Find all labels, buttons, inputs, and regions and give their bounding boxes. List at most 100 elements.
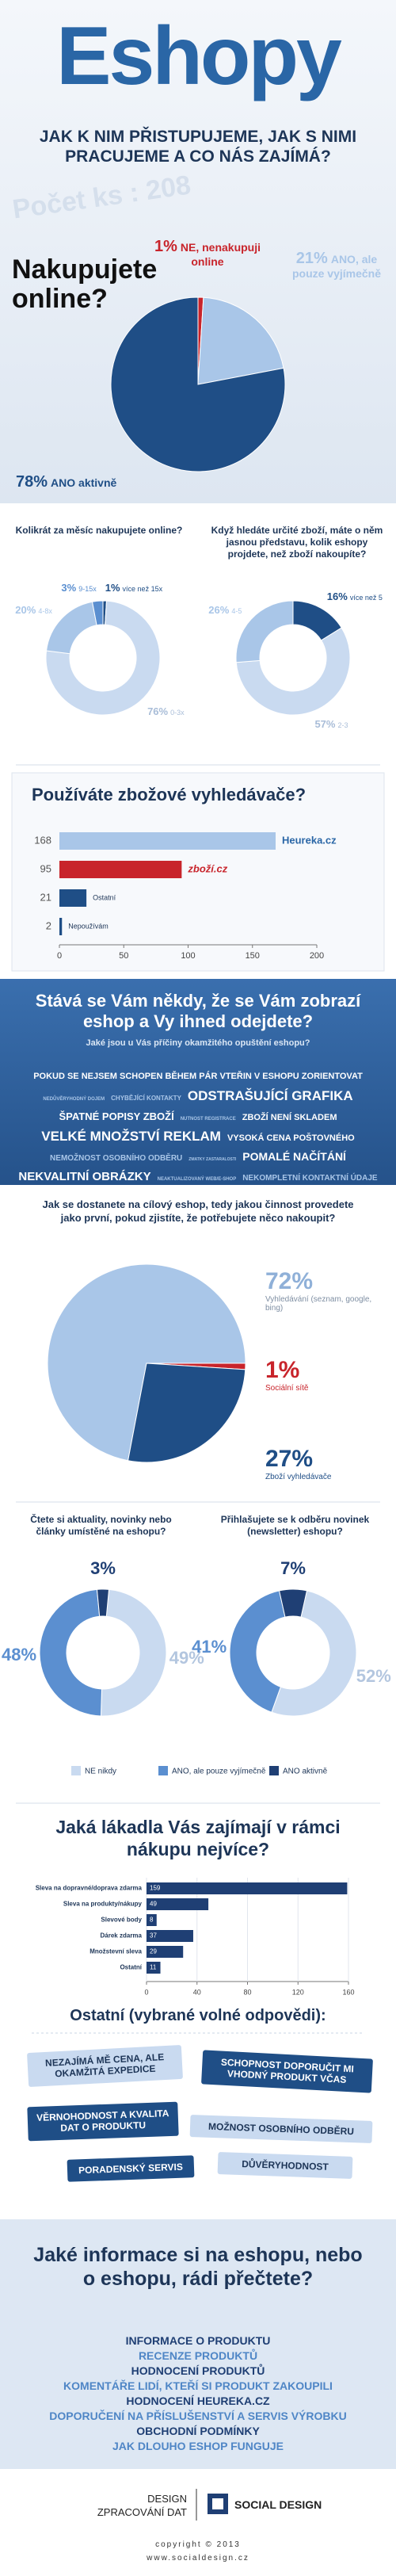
reading-item: INFORMACE O PRODUKTU (125, 2334, 271, 2347)
reading-item: RECENZE PRODUKTŮ (138, 2349, 258, 2362)
page-subtitle: JAK K NIM PŘISTUPUJEME, JAK S NIMI PRACU… (39, 128, 357, 166)
section-subtitle: Jaké jsou u Vás příčiny okamžitého opušt… (86, 1038, 310, 1048)
donut-slice (229, 1590, 286, 1713)
chart-title: Přihlašujete se k odběru novinek (newsle… (220, 1514, 370, 1537)
reason: NEKVALITNÍ OBRÁZKY (18, 1169, 151, 1183)
bar (147, 1914, 157, 1926)
category-label: Množstevní sleva (89, 1948, 142, 1955)
category-label: 0-3x (170, 708, 185, 717)
reason: POMALÉ NAČÍTÁNÍ (242, 1150, 346, 1164)
page-title: Eshopy (56, 10, 342, 102)
category-label: ANO aktivně (51, 476, 117, 489)
x-tick-label: 0 (144, 1988, 148, 1996)
x-tick-label: 0 (57, 951, 62, 961)
bar (59, 861, 182, 878)
reason: POKUD SE NEJSEM SCHOPEN BĚHEM PÁR VTEŘIN… (33, 1072, 363, 1081)
category-label: Vyhledávání (seznam, google, bing) (265, 1295, 372, 1313)
category-label: 4-5 (231, 607, 242, 616)
reason: NEDŮVĚRYHODNÝ DOJEM (43, 1096, 105, 1102)
value-label: 37 (150, 1932, 157, 1940)
reading-item: DOPORUČENÍ NA PŘÍSLUŠENSTVÍ A SERVIS VÝR… (49, 2410, 347, 2422)
pie-label: 78% ANO aktivně (16, 473, 222, 491)
blue-background (0, 979, 396, 1185)
x-tick-label: 80 (243, 1988, 251, 1996)
category-label: zboží.cz (187, 862, 227, 874)
value-label: 76% (147, 705, 169, 717)
x-tick-label: 40 (193, 1988, 201, 1996)
pie-slice (127, 1363, 246, 1463)
donut-slice (235, 627, 351, 716)
value-label: 41% (192, 1637, 227, 1657)
donut-label: 3% 9-15x (61, 581, 96, 595)
x-tick-label: 100 (181, 951, 195, 961)
reason: NEKOMPLETNÍ KONTAKTNÍ ÚDAJE (242, 1173, 378, 1183)
value-label: 3% (61, 582, 77, 594)
category-label: Slevové body (101, 1917, 142, 1924)
donut-slice (96, 1588, 110, 1617)
bar (59, 918, 63, 935)
value-label: 78% (16, 473, 48, 491)
value-label: 95 (40, 862, 51, 874)
value-label: 7% (280, 1558, 306, 1578)
donut-label: 1% více než 15x (105, 581, 162, 595)
chart-title: Používáte zbožové vyhledávače? (32, 785, 307, 805)
value-label: 2 (46, 919, 51, 931)
bar (147, 1946, 184, 1958)
legend-swatch (158, 1766, 168, 1775)
value-label: 48% (2, 1645, 37, 1665)
copyright: copyright © 2013 (155, 2540, 241, 2549)
reading-item: HODNOCENÍ HEUREKA.CZ (126, 2394, 270, 2407)
pie-slice (110, 296, 286, 472)
reason: ODSTRAŠUJÍCÍ GRAFIKA (187, 1087, 353, 1103)
bar (59, 832, 276, 850)
reason: ZBOŽÍ NENÍ SKLADEM (242, 1112, 337, 1122)
legend-swatch (269, 1766, 279, 1775)
credit: DESIGN (147, 2493, 187, 2505)
category-label: Dárek zdarma (101, 1932, 143, 1940)
value-label: 27% (265, 1446, 314, 1472)
category-label: Zboží vyhledávače (265, 1473, 332, 1481)
category-label: 4-8x (38, 606, 52, 615)
value-label: 8 (150, 1917, 154, 1924)
bar (147, 1882, 348, 1894)
x-tick-label: 150 (246, 951, 260, 961)
reading-item: JAK DLOUHO ESHOP FUNGUJE (112, 2440, 284, 2452)
category-label: Sociální sítě (265, 1384, 309, 1393)
brand: SOCIAL DESIGN (234, 2498, 322, 2511)
value-label: 49 (150, 1901, 157, 1908)
chart-title: Jak se dostanete na cílový eshop, tedy j… (42, 1198, 354, 1224)
donut-slice (39, 1588, 103, 1717)
reason: VYSOKÁ CENA POŠTOVNÉHO (227, 1133, 355, 1144)
value-label: 3% (90, 1558, 116, 1578)
reading-item: HODNOCENÍ PRODUKTŮ (131, 2364, 265, 2377)
section-title: Ostatní (vybrané volné odpovědi): (70, 2007, 326, 2024)
value-label: 16% (326, 590, 348, 603)
reason: NUTNOST REGISTRACE (180, 1116, 236, 1122)
chart-title: Čtete si aktuality, novinky nebo články … (30, 1514, 172, 1537)
pie-label: 1% NE, nenakupuji online (148, 238, 267, 269)
reason: NEMOŽNOST OSOBNÍHO ODBĚRU (50, 1154, 183, 1164)
value-label: 168 (34, 834, 51, 846)
value-label: 11 (150, 1964, 157, 1971)
reason: NEAKTUALIZOVANÝ WEB/E-SHOP (157, 1176, 237, 1182)
donut-slice (100, 1588, 167, 1717)
legend-label: ANO, ale pouze vyjímečně (172, 1768, 266, 1776)
legend-swatch (71, 1766, 81, 1775)
bar (59, 889, 87, 907)
donut-slice (46, 601, 97, 655)
x-tick-label: 160 (342, 1988, 354, 1996)
section-title: Stává se Vám někdy, že se Vám zobrazí es… (35, 991, 361, 1032)
reading-item: OBCHODNÍ PODMÍNKY (136, 2425, 260, 2437)
value-label: 21% (295, 250, 328, 268)
donut-label: 16% více než 5 (327, 590, 383, 604)
category-label: Sleva na produkty/nákupy (63, 1901, 143, 1908)
value-label: 72% (265, 1268, 314, 1294)
pie-slice (47, 1263, 246, 1462)
reason: CHYBĚJÍCÍ KONTAKTY (111, 1094, 181, 1102)
pie-label: 21% ANO, ale pouze vyjímečně (281, 250, 392, 281)
category-label: Nepoužívám (68, 922, 109, 930)
donut-slice (278, 1588, 308, 1618)
reading-item: KOMENTÁŘE LIDÍ, KTEŘÍ SI PRODUKT ZAKOUPI… (63, 2379, 333, 2392)
value-label: 29 (150, 1948, 157, 1955)
